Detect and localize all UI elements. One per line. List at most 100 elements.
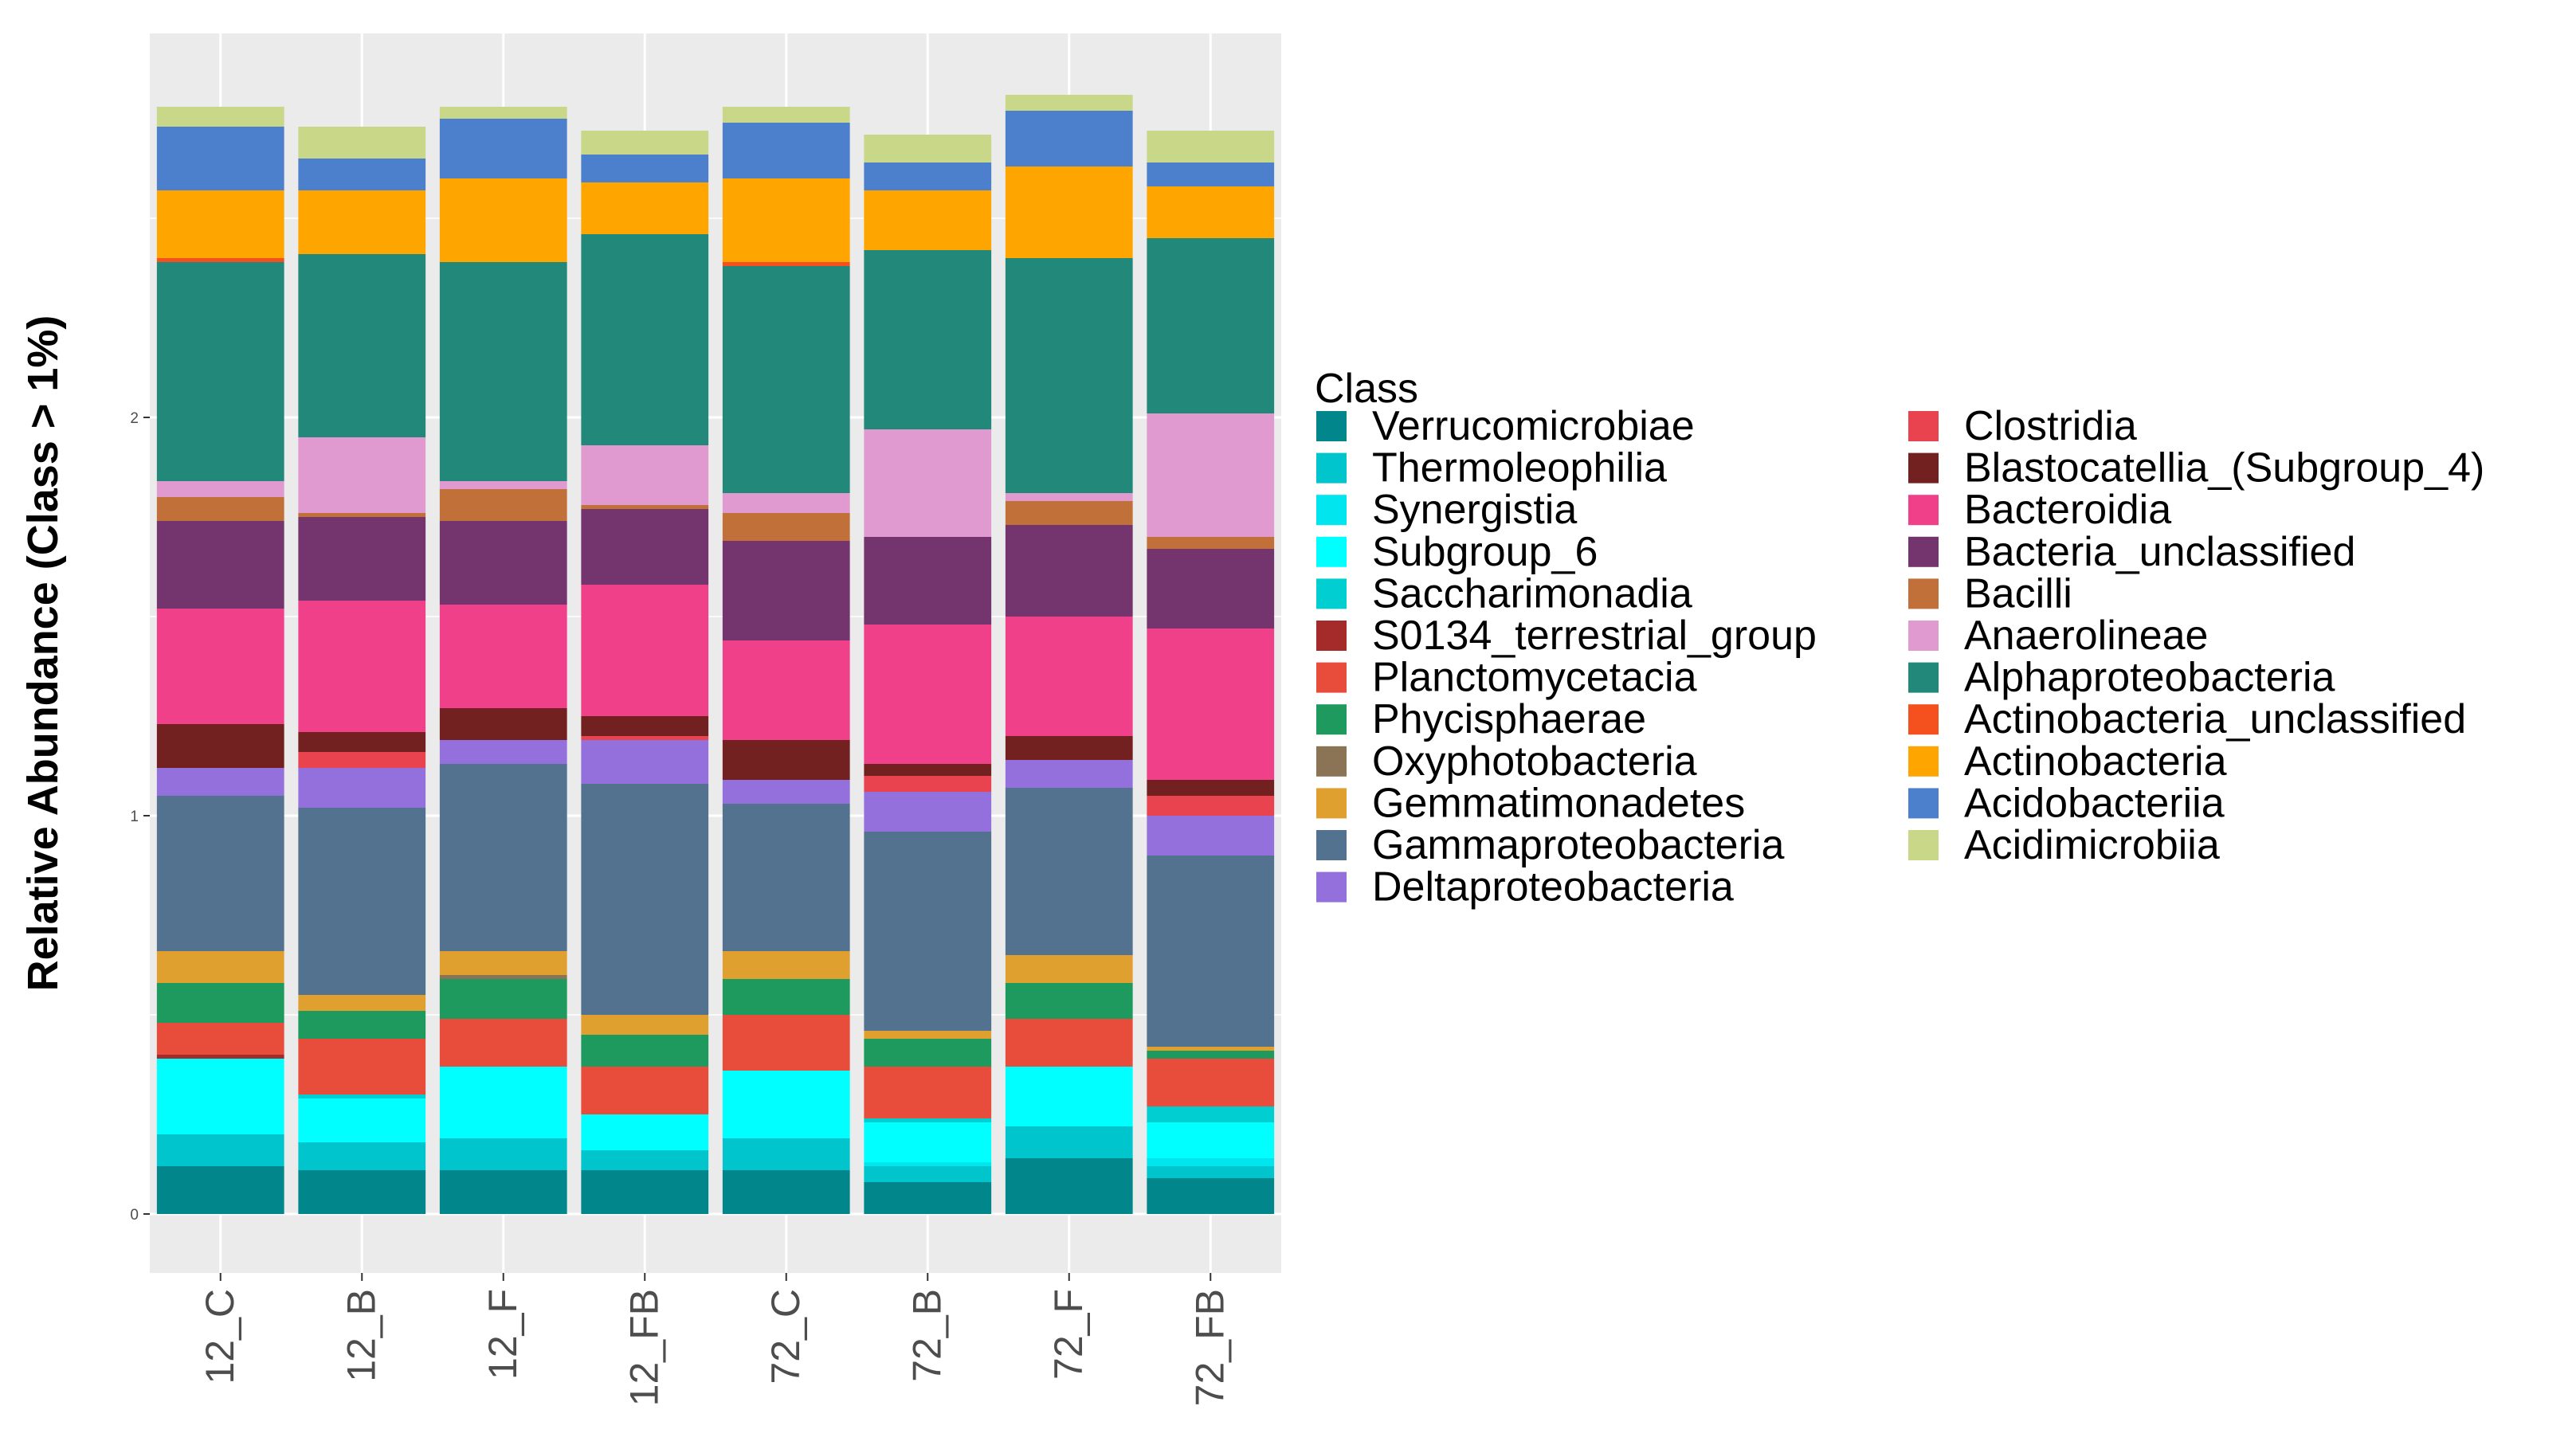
- legend-label: Thermoleophilia: [1372, 445, 1667, 491]
- legend-label: Synergistia: [1372, 487, 1577, 533]
- bar-segment: [298, 1170, 426, 1214]
- bar-segment: [722, 513, 850, 541]
- bar-segment: [1005, 1067, 1133, 1126]
- legend-label: Acidimicrobiia: [1964, 822, 2220, 868]
- bar-segment: [298, 768, 426, 808]
- legend-label: Verrucomicrobiae: [1372, 403, 1695, 449]
- bar-segment: [1147, 413, 1275, 537]
- bar-segment: [1005, 111, 1133, 166]
- legend-key: [1316, 662, 1347, 693]
- bar-segment: [298, 190, 426, 254]
- bar-segment: [581, 131, 709, 155]
- bar-segment: [1005, 493, 1133, 501]
- legend-label: Alphaproteobacteria: [1964, 655, 2335, 701]
- bar-segment: [581, 1170, 709, 1214]
- y-axis: 0 1 2: [130, 410, 150, 1224]
- bar-segment: [1147, 1047, 1275, 1051]
- legend-key: [1316, 871, 1347, 903]
- bar-segment: [156, 1134, 284, 1166]
- bar-segment: [1005, 1158, 1133, 1214]
- legend-key: [1908, 452, 1939, 484]
- bar-segment: [298, 437, 426, 513]
- bar-segment: [722, 1015, 850, 1071]
- bar-segment: [722, 740, 850, 780]
- bar-segment: [864, 1039, 992, 1067]
- bar-segment: [298, 752, 426, 768]
- bar-segment: [156, 1166, 284, 1214]
- legend-label: Clostridia: [1964, 403, 2137, 449]
- legend-label: Blastocatellia_(Subgroup_4): [1964, 445, 2484, 491]
- bar-segment: [864, 1182, 992, 1214]
- bar-segment: [864, 190, 992, 250]
- bar-segment: [581, 1114, 709, 1150]
- legend-label: Planctomycetacia: [1372, 655, 1697, 701]
- x-tick-label: 72_F: [1046, 1289, 1091, 1380]
- bar-segment: [298, 1098, 426, 1142]
- bar-segment: [1147, 131, 1275, 163]
- legend-label: Actinobacteria_unclassified: [1964, 696, 2466, 742]
- legend-key: [1316, 495, 1347, 526]
- bar-segment: [581, 182, 709, 234]
- x-tick-label: 12_FB: [621, 1289, 666, 1406]
- bar-segment: [298, 1039, 426, 1095]
- legend-key: [1316, 830, 1347, 860]
- bar-segment: [156, 258, 284, 262]
- legend-key: [1316, 704, 1347, 735]
- bar-segment: [1147, 163, 1275, 186]
- bar-segment: [581, 1150, 709, 1170]
- bar-segment: [581, 585, 709, 716]
- bar-segment: [1147, 796, 1275, 816]
- x-tick-label: 72_B: [904, 1289, 949, 1382]
- bar-segment: [439, 489, 567, 521]
- bar-segment: [722, 262, 850, 266]
- bar-segment: [864, 163, 992, 190]
- x-tick-label: 12_C: [198, 1289, 242, 1384]
- bar-segment: [156, 521, 284, 609]
- bar-segment: [1147, 537, 1275, 549]
- bar-segment: [581, 509, 709, 585]
- bar-segment: [722, 640, 850, 740]
- bar-segment: [439, 178, 567, 262]
- bar-segment: [864, 764, 992, 776]
- bar-segment: [156, 262, 284, 481]
- bar-segment: [156, 190, 284, 258]
- y-axis-label: Relative Abundance (Class > 1%): [19, 315, 67, 992]
- bar-segment: [1005, 258, 1133, 493]
- bar-segment: [439, 740, 567, 764]
- legend-label: Actinobacteria: [1964, 738, 2227, 785]
- bar-segment: [1005, 736, 1133, 760]
- legend-label: Acidobacteriia: [1964, 780, 2225, 826]
- bar-segment: [439, 1019, 567, 1067]
- bar-segment: [581, 736, 709, 740]
- bar-segment: [1147, 549, 1275, 629]
- bar-segment: [722, 1170, 850, 1214]
- bar-segment: [439, 1138, 567, 1170]
- x-tick-label: 72_FB: [1187, 1289, 1232, 1406]
- bar-segment: [722, 123, 850, 178]
- bar-segment: [864, 537, 992, 625]
- bar-segment: [439, 764, 567, 951]
- bar-segment: [581, 740, 709, 784]
- legend-label: Saccharimonadia: [1372, 570, 1692, 617]
- bar-segment: [581, 155, 709, 182]
- y-tick-label: 2: [130, 410, 139, 427]
- legend-label: Phycisphaerae: [1372, 696, 1646, 742]
- bar-segment: [156, 796, 284, 951]
- legend-key: [1316, 578, 1347, 609]
- legend-key: [1316, 788, 1347, 819]
- bar-segment: [1005, 983, 1133, 1019]
- bar-segment: [864, 429, 992, 537]
- bar-segment: [156, 768, 284, 796]
- bar-segment: [581, 234, 709, 445]
- bar-segment: [439, 979, 567, 1019]
- bar-segment: [298, 127, 426, 159]
- bar-segment: [722, 541, 850, 640]
- bar-segment: [298, 808, 426, 995]
- bar-segment: [1005, 1019, 1133, 1067]
- bar-segment: [581, 1067, 709, 1114]
- bar-segment: [156, 609, 284, 724]
- bar-segment: [439, 107, 567, 119]
- bar-segment: [298, 1142, 426, 1170]
- bar-segment: [439, 119, 567, 178]
